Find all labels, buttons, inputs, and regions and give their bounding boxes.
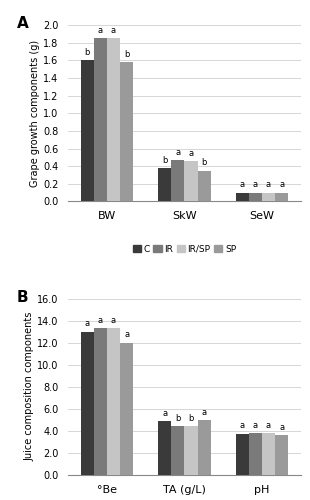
Text: A: A — [17, 16, 29, 31]
Bar — [198, 170, 211, 202]
Text: B: B — [17, 290, 29, 304]
Bar — [184, 161, 198, 202]
Legend: C, IR, IR/SP, SP: C, IR, IR/SP, SP — [133, 245, 236, 254]
Text: b: b — [175, 414, 180, 422]
Text: a: a — [85, 320, 90, 328]
Bar — [249, 434, 262, 475]
Bar — [198, 420, 211, 475]
Bar — [171, 160, 184, 202]
Text: a: a — [111, 316, 116, 325]
Text: a: a — [240, 422, 245, 430]
Y-axis label: Juice composition components: Juice composition components — [24, 312, 34, 462]
Bar — [262, 434, 275, 475]
Text: a: a — [240, 180, 245, 190]
Bar — [249, 192, 262, 202]
Text: a: a — [124, 330, 129, 340]
Text: a: a — [279, 180, 284, 190]
Text: b: b — [202, 158, 207, 168]
Bar — [120, 342, 133, 475]
Text: a: a — [162, 409, 167, 418]
Bar — [107, 38, 120, 202]
Text: a: a — [98, 316, 103, 325]
Text: b: b — [162, 156, 167, 165]
Bar — [184, 426, 198, 475]
Text: a: a — [266, 421, 271, 430]
Text: a: a — [266, 180, 271, 190]
Text: a: a — [188, 148, 194, 158]
Text: a: a — [111, 26, 116, 35]
Bar — [107, 328, 120, 475]
Text: b: b — [85, 48, 90, 57]
Y-axis label: Grape growth components (g): Grape growth components (g) — [30, 40, 40, 187]
Text: b: b — [124, 50, 129, 59]
Text: a: a — [98, 26, 103, 35]
Bar — [158, 421, 171, 475]
Bar — [120, 62, 133, 202]
Bar — [94, 328, 107, 475]
Text: a: a — [253, 421, 258, 430]
Text: b: b — [188, 414, 194, 422]
Text: a: a — [279, 422, 284, 432]
Bar — [275, 192, 288, 202]
Text: a: a — [175, 148, 180, 157]
Bar — [236, 192, 249, 202]
Bar — [158, 168, 171, 202]
Bar — [81, 60, 94, 202]
Text: a: a — [202, 408, 207, 416]
Text: a: a — [253, 180, 258, 190]
Bar — [171, 426, 184, 475]
Bar — [81, 332, 94, 475]
Bar — [94, 38, 107, 202]
Bar — [275, 434, 288, 475]
Bar — [262, 192, 275, 202]
Bar — [236, 434, 249, 475]
